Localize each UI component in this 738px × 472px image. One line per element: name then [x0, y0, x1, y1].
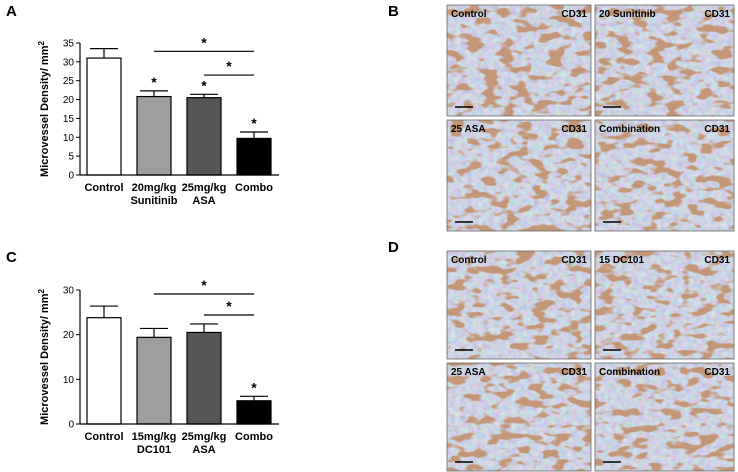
- micrograph-border: [446, 250, 592, 360]
- y-tick-label: 35: [63, 39, 75, 50]
- y-tick-label: 20: [63, 330, 75, 341]
- category-label: ASA: [192, 195, 215, 207]
- micrograph-border: [594, 4, 735, 117]
- panel-letter-d: D: [388, 239, 399, 256]
- category-label: 25mg/kg: [182, 182, 227, 194]
- micrograph-label: Control: [451, 9, 487, 20]
- micrograph-vessels: [595, 363, 734, 471]
- micrograph: 20 Sunitinib CD31: [594, 4, 735, 117]
- category-label: ASA: [192, 444, 215, 456]
- y-tick-label: 30: [63, 286, 75, 297]
- y-axis-label: Microvessel Density/ mm2: [37, 41, 51, 177]
- bar-4: [236, 400, 272, 425]
- micrograph-label: 25 ASA: [451, 367, 486, 378]
- category-label: Sunitinib: [130, 195, 177, 207]
- micrograph: 25 ASA CD31: [446, 362, 592, 472]
- stain-label: CD31: [704, 9, 730, 20]
- significance-star: *: [201, 77, 207, 93]
- stain-label: CD31: [561, 9, 587, 20]
- category-label: Combo: [235, 182, 273, 194]
- y-tick-label: 20: [63, 95, 75, 106]
- chart-panel-a: 0 5 10 15 20 25 30 35 Microvessel Density/ mm2 Co…: [37, 34, 279, 207]
- micrograph-border: [446, 362, 592, 472]
- category-label: 25mg/kg: [182, 431, 227, 443]
- micrograph-label: Combination: [599, 367, 660, 378]
- y-axis-label-superscript: 2: [37, 41, 46, 46]
- stain-label: CD31: [561, 124, 587, 135]
- bracket-star: *: [226, 298, 232, 314]
- micrograph-label: 15 DC101: [599, 255, 644, 266]
- y-tick-label: 10: [63, 375, 75, 386]
- micrograph: Combination CD31: [594, 362, 735, 472]
- bar-3: [186, 331, 222, 425]
- bar-1: [86, 317, 122, 425]
- stain-label: CD31: [561, 367, 587, 378]
- y-tick-label: 25: [63, 76, 75, 87]
- significance-star: *: [151, 74, 157, 90]
- y-tick-label: 10: [63, 133, 75, 144]
- micrograph-vessels: [447, 363, 591, 471]
- bar-1: [86, 57, 122, 176]
- category-label: 15mg/kg: [132, 431, 177, 443]
- panel-letter-c: C: [6, 249, 17, 266]
- bar-4: [236, 137, 272, 176]
- y-axis-label-superscript: 2: [37, 289, 46, 294]
- panel-letter-a: A: [6, 3, 17, 20]
- micrograph-label: Control: [451, 255, 487, 266]
- significance-star: *: [251, 379, 257, 395]
- micrograph-vessels: [595, 5, 734, 116]
- micrograph-vessels: [595, 120, 734, 231]
- micrograph: 15 DC101 CD31: [594, 250, 735, 360]
- category-label: Control: [84, 431, 123, 443]
- y-tick-label: 15: [63, 114, 75, 125]
- stain-label: CD31: [704, 367, 730, 378]
- bracket-star: *: [201, 277, 207, 293]
- micrograph-border: [594, 250, 735, 360]
- category-label: Control: [84, 182, 123, 194]
- y-tick-label: 5: [68, 152, 74, 163]
- bar-2: [136, 95, 172, 176]
- micrograph-border: [446, 119, 592, 232]
- micrograph: 25 ASA CD31: [446, 119, 592, 232]
- micrograph-vessels: [447, 5, 591, 116]
- bar-3: [186, 97, 222, 176]
- micrograph-label: Combination: [599, 124, 660, 135]
- micrograph-vessels: [447, 120, 591, 231]
- micrograph: Combination CD31: [594, 119, 735, 232]
- micrograph: Control CD31: [446, 250, 592, 360]
- micrograph-border: [594, 119, 735, 232]
- micrograph-border: [594, 362, 735, 472]
- y-tick-label: 30: [63, 57, 75, 68]
- stain-label: CD31: [561, 255, 587, 266]
- y-tick-label: 0: [68, 420, 74, 431]
- stain-label: CD31: [704, 255, 730, 266]
- micrograph-label: 20 Sunitinib: [599, 9, 656, 20]
- category-label: 20mg/kg: [132, 182, 177, 194]
- bracket-star: *: [226, 58, 232, 74]
- micrograph: Control CD31: [446, 4, 592, 117]
- significance-star: *: [251, 115, 257, 131]
- chart-panel-c: 0 10 20 30 Microvessel Density/ mm2 Control 15…: [37, 277, 279, 456]
- bracket-star: *: [201, 34, 207, 50]
- y-axis-label: Microvessel Density/ mm2: [37, 289, 51, 425]
- micrograph-vessels: [595, 251, 734, 359]
- bar-2: [136, 336, 172, 425]
- micrograph-border: [446, 4, 592, 117]
- panel-letter-b: B: [388, 3, 399, 20]
- micrograph-label: 25 ASA: [451, 124, 486, 135]
- y-tick-label: 0: [68, 171, 74, 182]
- category-label: Combo: [235, 431, 273, 443]
- stain-label: CD31: [704, 124, 730, 135]
- micrograph-vessels: [447, 251, 591, 359]
- category-label: DC101: [137, 444, 171, 456]
